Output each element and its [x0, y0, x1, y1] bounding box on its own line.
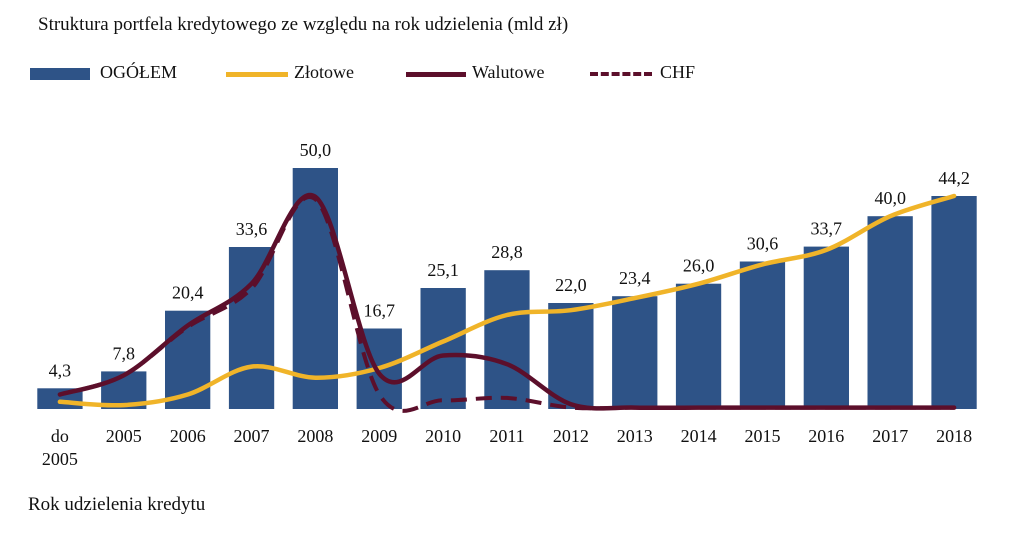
- x-tick-label-2011: 2011: [489, 426, 524, 446]
- bar-2007: [228, 247, 275, 409]
- chart-title: Struktura portfela kredytowego ze względ…: [38, 14, 569, 35]
- data-label-2013: 23,4: [619, 268, 651, 288]
- data-label-2005: 7,8: [113, 343, 136, 363]
- bar-2018: [931, 196, 977, 409]
- data-label-2015: 30,6: [747, 234, 779, 254]
- data-label-2018: 44,2: [938, 168, 970, 188]
- x-tick-label-2006: 2006: [170, 426, 206, 446]
- series-line-z-otowe: [57, 193, 957, 408]
- legend-swatch-chf: [590, 72, 652, 76]
- x-tick-label-2017: 2017: [872, 426, 908, 446]
- x-tick-label-2012: 2012: [553, 426, 589, 446]
- x-tick-label-2010: 2010: [425, 426, 461, 446]
- legend-swatch-zlotowe: [226, 72, 288, 77]
- x-tick-label-2014: 2014: [681, 426, 717, 446]
- data-label-2012: 22,0: [555, 275, 587, 295]
- bar-2012: [548, 303, 594, 409]
- x-tick-label-do-2005-line-1: do: [51, 426, 69, 446]
- plot-area: 4,3 7,8 20,4 33,6 50,0 16,7 25,1 28,8 22,0 23,4 26…: [37, 140, 977, 469]
- x-tick-label-2008: 2008: [297, 426, 333, 446]
- data-label-2014: 26,0: [683, 256, 715, 276]
- bar-2017: [867, 216, 913, 409]
- legend-label-zlotowe: Złotowe: [294, 62, 354, 82]
- bar-2013: [612, 296, 658, 409]
- x-tick-label-2005: 2005: [106, 426, 142, 446]
- x-tick-label-2007: 2007: [234, 426, 270, 446]
- x-axis-label: Rok udzielenia kredytu: [28, 494, 206, 515]
- bar-2015: [739, 261, 786, 409]
- bar-2008: [292, 168, 338, 409]
- x-tick-label-2018: 2018: [936, 426, 972, 446]
- legend-swatch-walutowe: [406, 72, 466, 77]
- legend-label-chf: CHF: [660, 62, 696, 82]
- x-tick-label-2013: 2013: [617, 426, 653, 446]
- data-label-2009: 16,7: [364, 301, 396, 321]
- data-label-2008: 50,0: [300, 140, 332, 160]
- data-label-do-2005: 4,3: [49, 360, 72, 380]
- x-tick-label-2009: 2009: [361, 426, 397, 446]
- legend-label-walutowe: Walutowe: [472, 62, 545, 82]
- data-label-2007: 33,6: [236, 219, 268, 239]
- data-label-2006: 20,4: [172, 283, 204, 303]
- x-tick-label-do-2005-line-2: 2005: [42, 449, 78, 469]
- bar-2016: [803, 246, 849, 409]
- data-label-2010: 25,1: [427, 260, 459, 280]
- x-tick-label-2016: 2016: [808, 426, 844, 446]
- legend-label-ogolem: OGÓŁEM: [100, 62, 177, 82]
- data-label-2011: 28,8: [491, 242, 523, 262]
- series-line-walutowe: [57, 192, 957, 411]
- bar-2014: [675, 283, 722, 409]
- data-label-2017: 40,0: [874, 188, 906, 208]
- bar-2011: [484, 270, 530, 409]
- x-tick-label-2015: 2015: [745, 426, 781, 446]
- data-label-2016: 33,7: [811, 219, 843, 239]
- legend-swatch-ogolem: [30, 68, 90, 80]
